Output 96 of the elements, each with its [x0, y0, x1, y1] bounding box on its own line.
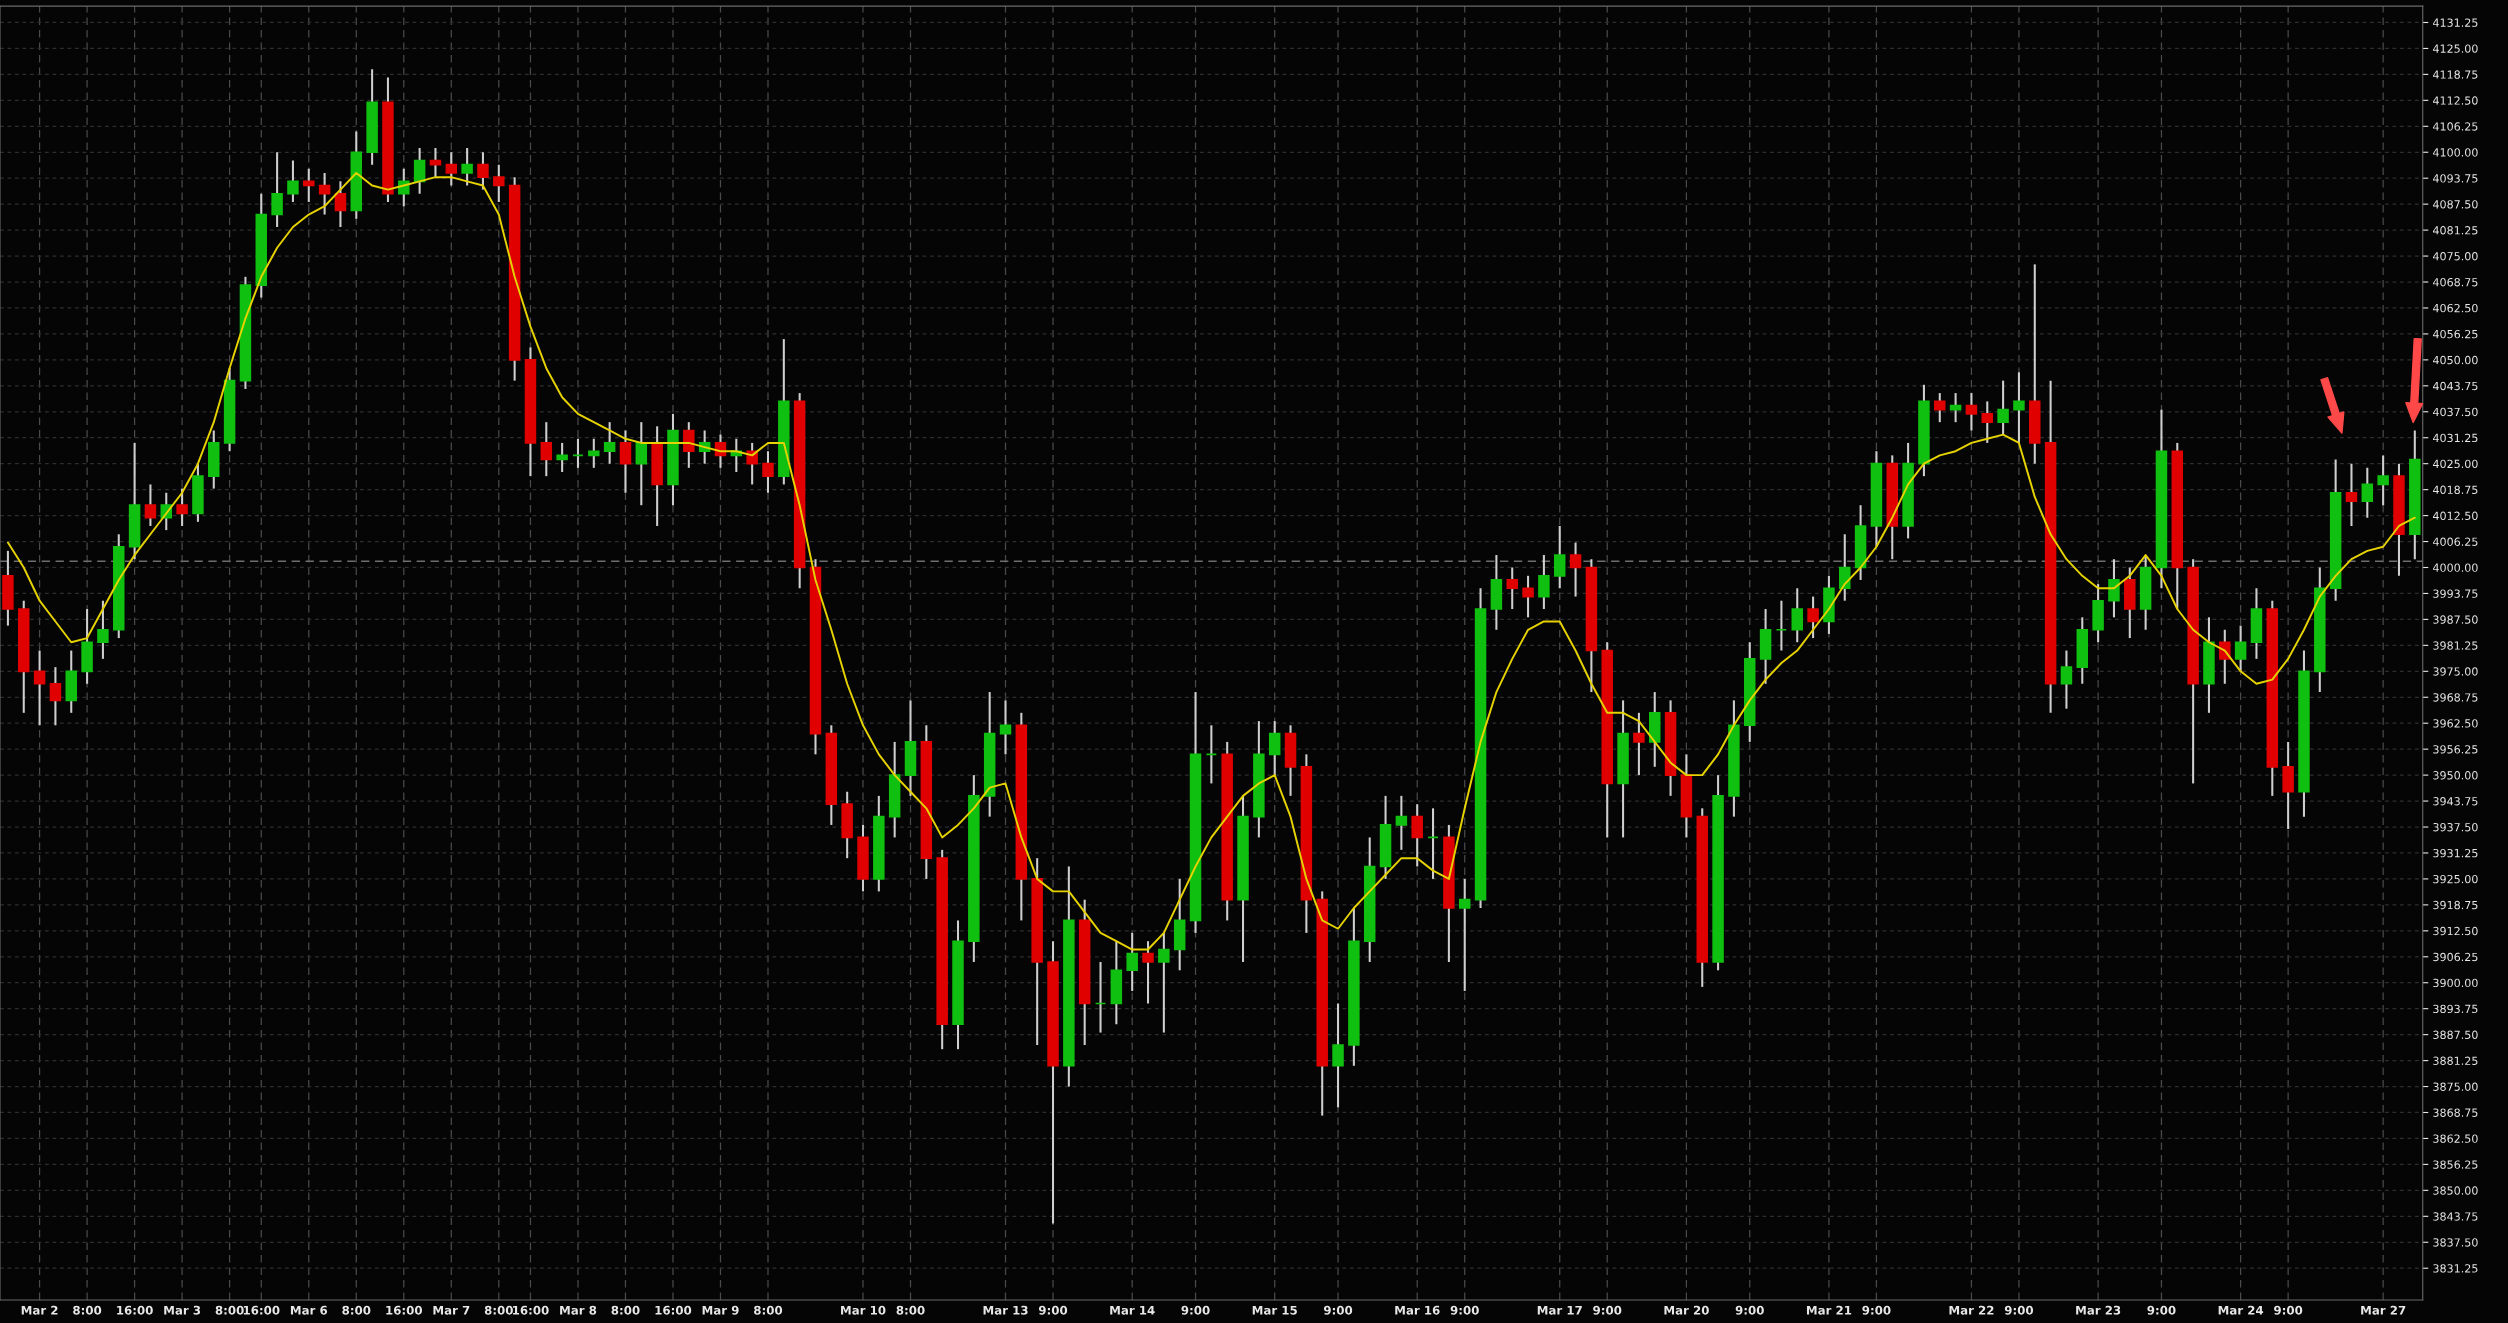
y-tick-label: 3981.25: [2433, 641, 2478, 650]
y-tick-label: 3906.25: [2433, 952, 2478, 962]
x-tick-label: 9:00: [2147, 1305, 2176, 1315]
y-tick-label: 4087.50: [2432, 200, 2478, 209]
candlestick: [2345, 463, 2358, 526]
candlestick: [1775, 600, 1788, 651]
y-tick-label: 3856.25: [2433, 1160, 2478, 1169]
y-tick-label: 3862.50: [2433, 1134, 2478, 1143]
y-tick-label: 4112.50: [2432, 96, 2478, 105]
x-tick-label: Mar 8: [560, 1305, 597, 1315]
y-tick-label: 4068.75: [2432, 277, 2478, 287]
x-tick-label: 8:00: [484, 1305, 513, 1315]
x-tick-label: 8:00: [73, 1305, 102, 1315]
y-tick-label: 3893.75: [2433, 1004, 2478, 1014]
y-tick-label: 3850.00: [2433, 1186, 2478, 1195]
x-tick-label: Mar 15: [1252, 1305, 1297, 1315]
x-tick-label: 16:00: [513, 1305, 549, 1315]
y-tick-label: 3956.25: [2433, 745, 2478, 754]
x-tick-label: 8:00: [611, 1305, 640, 1315]
y-tick-label: 4037.50: [2432, 407, 2478, 417]
y-tick-label: 3975.00: [2433, 667, 2478, 676]
y-tick-label: 3887.50: [2433, 1030, 2478, 1040]
y-tick-label: 4018.75: [2432, 485, 2478, 495]
x-tick-label: 9:00: [1735, 1305, 1764, 1315]
y-tick-label: 4012.50: [2432, 511, 2478, 520]
x-tick-label: 9:00: [1181, 1305, 1210, 1315]
candlestick: [999, 700, 1012, 755]
x-tick-label: 8:00: [896, 1305, 925, 1315]
candlestick: [572, 438, 584, 468]
y-tick-label: 3968.75: [2433, 693, 2478, 702]
x-tick-label: 8:00: [215, 1305, 244, 1315]
y-tick-label: 4000.00: [2432, 563, 2478, 572]
y-tick-label: 4118.75: [2432, 70, 2478, 79]
x-tick-label: 16:00: [243, 1305, 280, 1315]
x-tick-label: Mar 21: [1806, 1305, 1852, 1315]
candlestick: [1205, 725, 1218, 784]
y-tick-label: 3950.00: [2433, 771, 2478, 780]
y-tick-label: 4106.25: [2432, 122, 2478, 131]
candlestick: [1094, 961, 1107, 1033]
x-tick-label: Mar 3: [164, 1305, 201, 1315]
y-tick-label: 4043.75: [2432, 381, 2478, 391]
y-tick-label: 3925.00: [2433, 874, 2478, 884]
x-tick-label: 9:00: [2004, 1305, 2034, 1315]
x-tick-label: 9:00: [1038, 1305, 1068, 1315]
x-tick-label: 9:00: [1862, 1305, 1891, 1315]
y-tick-label: 3943.75: [2433, 797, 2478, 806]
x-tick-label: Mar 17: [1537, 1305, 1582, 1315]
y-tick-label: 3900.00: [2433, 978, 2478, 988]
x-tick-label: Mar 20: [1664, 1305, 1709, 1315]
x-tick-label: 16:00: [386, 1305, 423, 1315]
x-tick-label: Mar 22: [1949, 1305, 1994, 1315]
y-tick-label: 4125.00: [2432, 44, 2478, 53]
x-tick-label: Mar 9: [702, 1305, 739, 1315]
y-tick-label: 4062.50: [2432, 303, 2478, 313]
y-tick-label: 3993.75: [2433, 589, 2478, 598]
y-tick-label: 4031.25: [2432, 433, 2478, 443]
y-tick-label: 3881.25: [2433, 1056, 2478, 1065]
x-tick-label: 16:00: [117, 1305, 153, 1315]
x-tick-label: 9:00: [1323, 1305, 1353, 1315]
y-tick-label: 3912.50: [2433, 926, 2478, 936]
y-tick-label: 4056.25: [2432, 329, 2478, 339]
x-tick-label: 16:00: [655, 1305, 692, 1315]
x-tick-label: 9:00: [2274, 1305, 2303, 1315]
x-tick-label: Mar 16: [1395, 1305, 1440, 1315]
y-tick-label: 3868.75: [2433, 1108, 2478, 1117]
y-tick-label: 3918.75: [2433, 900, 2478, 910]
y-tick-label: 3931.25: [2433, 848, 2478, 858]
y-tick-label: 4006.25: [2432, 537, 2478, 546]
x-tick-label: 9:00: [1593, 1305, 1622, 1315]
x-tick-label: 8:00: [342, 1305, 371, 1315]
x-tick-label: Mar 23: [2076, 1305, 2121, 1315]
y-tick-label: 3875.00: [2433, 1082, 2478, 1091]
y-tick-label: 4081.25: [2432, 226, 2478, 235]
y-tick-label: 3962.50: [2433, 719, 2478, 728]
y-tick-label: 3843.75: [2433, 1212, 2478, 1221]
x-tick-label: Mar 27: [2361, 1305, 2406, 1315]
x-tick-label: 9:00: [1450, 1305, 1479, 1315]
y-tick-label: 4050.00: [2432, 355, 2478, 365]
y-tick-label: 4093.75: [2432, 174, 2478, 183]
y-tick-label: 3987.50: [2433, 615, 2478, 624]
y-tick-label: 3837.50: [2433, 1238, 2478, 1247]
y-tick-label: 4100.00: [2432, 148, 2478, 157]
y-tick-label: 4025.00: [2432, 459, 2478, 469]
y-tick-label: 4075.00: [2432, 252, 2478, 261]
x-tick-label: Mar 14: [1110, 1305, 1155, 1315]
y-tick-label: 3831.25: [2433, 1264, 2478, 1273]
x-tick-label: 8:00: [754, 1305, 783, 1315]
x-tick-label: Mar 7: [433, 1305, 470, 1315]
x-tick-label: Mar 10: [841, 1305, 886, 1315]
y-tick-label: 3937.50: [2433, 822, 2478, 832]
x-tick-label: Mar 24: [2218, 1305, 2264, 1315]
x-tick-label: Mar 13: [983, 1305, 1028, 1315]
x-tick-label: Mar 6: [290, 1305, 328, 1315]
candlestick: [1427, 808, 1439, 879]
x-tick-label: Mar 2: [21, 1305, 58, 1315]
y-tick-label: 4131.25: [2432, 18, 2478, 27]
